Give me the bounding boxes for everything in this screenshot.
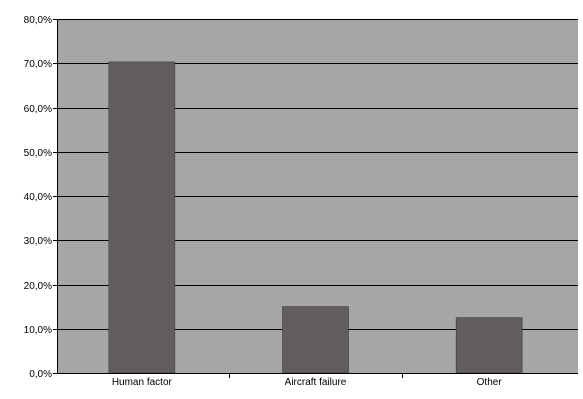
y-tick-label: 30,0% <box>24 236 52 247</box>
x-tick-labels: Human factor Aircraft failure Other <box>112 377 503 388</box>
bar-aircraft-failure <box>282 306 349 374</box>
y-tick-label: 40,0% <box>24 192 52 203</box>
bar-other <box>455 317 523 374</box>
y-tick-label: 70,0% <box>24 59 52 70</box>
x-tick-label: Other <box>477 377 503 388</box>
y-tick-labels: 0,0% 10,0% 20,0% 30,0% 40,0% 50,0% 60,0% 70,0% 8… <box>24 15 52 380</box>
y-tick-label: 10,0% <box>24 325 52 336</box>
y-tick-label: 60,0% <box>24 104 52 115</box>
y-tick-label: 20,0% <box>24 281 52 292</box>
y-tick-label: 0,0% <box>29 369 52 380</box>
y-tick-label: 80,0% <box>24 15 52 26</box>
axes <box>53 19 578 378</box>
x-tick-label: Aircraft failure <box>285 377 347 388</box>
bars <box>108 61 523 374</box>
y-tick-label: 50,0% <box>24 148 52 159</box>
x-tick-label: Human factor <box>112 377 173 388</box>
bar-human-factor <box>108 61 176 374</box>
